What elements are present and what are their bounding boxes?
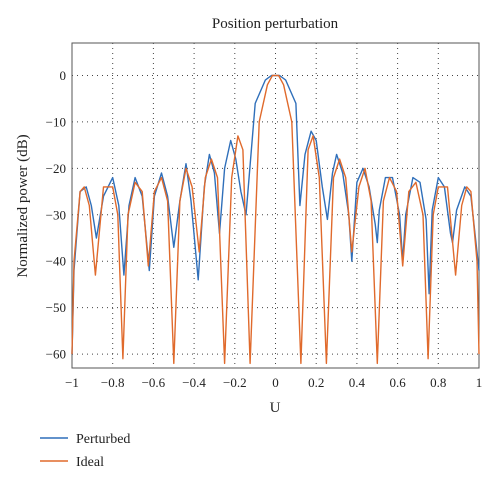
x-tick-label: −1	[65, 375, 79, 390]
y-tick-label: −50	[46, 300, 66, 315]
y-tick-label: −30	[46, 207, 66, 222]
y-tick-label: −10	[46, 114, 66, 129]
x-tick-label: 1	[476, 375, 483, 390]
x-tick-label: 0.6	[389, 375, 406, 390]
x-tick-label: 0	[272, 375, 279, 390]
x-tick-label: 0.8	[430, 375, 446, 390]
x-tick-labels: −1 −0.8 −0.6 −0.4 −0.2 0 0.2 0.4 0.6 0.8 1	[65, 375, 482, 390]
x-tick-label: 0.4	[349, 375, 366, 390]
x-tick-label: −0.8	[101, 375, 125, 390]
legend-label-perturbed: Perturbed	[76, 432, 130, 447]
x-tick-label: −0.6	[142, 375, 166, 390]
y-tick-labels: 0 −10 −20 −30 −40 −50 −60	[46, 68, 66, 362]
y-tick-label: −60	[46, 347, 66, 362]
y-tick-label: −40	[46, 254, 66, 269]
y-axis-label: Normalized power (dB)	[15, 134, 31, 277]
x-tick-label: −0.4	[182, 375, 206, 390]
legend-label-ideal: Ideal	[76, 455, 104, 470]
y-tick-label: 0	[60, 68, 67, 83]
chart-title: Position perturbation	[212, 16, 339, 32]
plot-frame	[71, 42, 480, 369]
y-tick-label: −20	[46, 161, 66, 176]
series-lines	[71, 74, 480, 365]
series-line-ideal	[71, 74, 480, 365]
x-tick-label: −0.2	[223, 375, 247, 390]
x-tick-label: 0.2	[308, 375, 324, 390]
grid	[71, 43, 480, 368]
x-axis-label: U	[270, 400, 281, 416]
legend: Perturbed Ideal	[40, 432, 130, 470]
